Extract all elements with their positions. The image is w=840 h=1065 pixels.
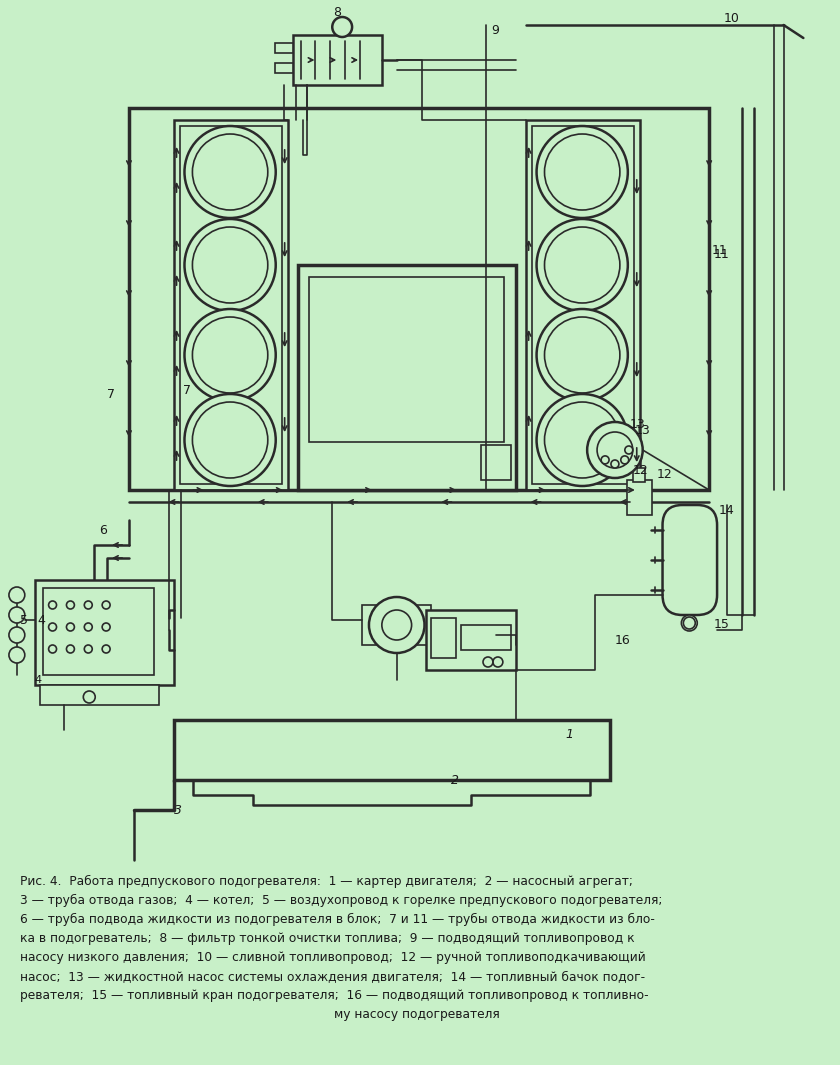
Text: 6: 6 bbox=[99, 524, 107, 537]
Circle shape bbox=[625, 446, 633, 454]
Bar bbox=[34, 580, 174, 685]
Text: 7: 7 bbox=[108, 389, 115, 402]
Circle shape bbox=[185, 309, 276, 402]
Circle shape bbox=[9, 607, 25, 623]
Text: 16: 16 bbox=[615, 634, 631, 646]
Text: 8: 8 bbox=[333, 6, 341, 19]
Text: 12: 12 bbox=[633, 463, 648, 476]
Text: 3 — труба отвода газов;  4 — котел;  5 — воздухопровод к горелке предпускового п: 3 — труба отвода газов; 4 — котел; 5 — в… bbox=[20, 894, 662, 907]
Bar bbox=[627, 480, 652, 515]
Circle shape bbox=[192, 317, 268, 393]
Text: 2: 2 bbox=[451, 773, 459, 786]
Text: 12: 12 bbox=[657, 469, 672, 481]
Text: 6 — труба подвода жидкости из подогревателя в блок;  7 и 11 — трубы отвода жидко: 6 — труба подвода жидкости из подогреват… bbox=[20, 913, 654, 927]
Circle shape bbox=[66, 645, 75, 653]
FancyBboxPatch shape bbox=[663, 505, 717, 615]
Bar bbox=[427, 610, 516, 670]
Circle shape bbox=[544, 402, 620, 478]
Circle shape bbox=[83, 691, 95, 703]
Text: Рис. 4.  Работа предпускового подогревателя:  1 — картер двигателя;  2 — насосны: Рис. 4. Работа предпускового подогревате… bbox=[20, 875, 633, 888]
Text: 14: 14 bbox=[719, 504, 735, 517]
Text: 9: 9 bbox=[491, 23, 499, 36]
Bar bbox=[43, 588, 154, 675]
Bar bbox=[362, 605, 432, 645]
Circle shape bbox=[66, 601, 75, 609]
Text: 13: 13 bbox=[630, 419, 646, 431]
Circle shape bbox=[537, 394, 627, 486]
Text: 4: 4 bbox=[38, 613, 45, 626]
Bar bbox=[526, 120, 640, 490]
Circle shape bbox=[102, 601, 110, 609]
Bar bbox=[532, 126, 633, 484]
Bar bbox=[481, 445, 511, 480]
Circle shape bbox=[9, 627, 25, 643]
Circle shape bbox=[601, 456, 609, 464]
Circle shape bbox=[84, 623, 92, 630]
Circle shape bbox=[544, 227, 620, 304]
Circle shape bbox=[382, 610, 412, 640]
Circle shape bbox=[369, 597, 424, 653]
Circle shape bbox=[9, 587, 25, 603]
Text: 11: 11 bbox=[712, 244, 728, 257]
Circle shape bbox=[185, 219, 276, 311]
Text: насосу низкого давления;  10 — сливной топливопровод;  12 — ручной топливоподкач: насосу низкого давления; 10 — сливной то… bbox=[20, 951, 646, 964]
Bar bbox=[39, 685, 159, 705]
Circle shape bbox=[537, 126, 627, 218]
Circle shape bbox=[9, 648, 25, 663]
Circle shape bbox=[49, 623, 56, 630]
Text: 11: 11 bbox=[714, 248, 730, 262]
Circle shape bbox=[49, 645, 56, 653]
Bar bbox=[180, 126, 281, 484]
Text: 4: 4 bbox=[34, 675, 42, 685]
Text: ка в подогреватель;  8 — фильтр тонкой очистки топлива;  9 — подводящий топливоп: ка в подогреватель; 8 — фильтр тонкой оч… bbox=[20, 932, 634, 945]
Bar bbox=[633, 468, 644, 482]
Bar bbox=[275, 43, 292, 53]
Text: 7: 7 bbox=[183, 383, 192, 396]
Circle shape bbox=[333, 17, 352, 37]
Circle shape bbox=[185, 126, 276, 218]
Bar bbox=[461, 625, 511, 650]
Circle shape bbox=[102, 645, 110, 653]
Circle shape bbox=[84, 645, 92, 653]
Bar bbox=[297, 265, 516, 490]
Circle shape bbox=[192, 402, 268, 478]
Text: 5: 5 bbox=[20, 613, 28, 626]
Text: 10: 10 bbox=[724, 12, 740, 24]
Text: 1: 1 bbox=[565, 728, 574, 741]
Bar bbox=[432, 618, 456, 658]
Bar bbox=[129, 108, 709, 490]
Circle shape bbox=[49, 601, 56, 609]
Circle shape bbox=[537, 219, 627, 311]
Circle shape bbox=[587, 422, 643, 478]
Text: 3: 3 bbox=[174, 803, 181, 817]
Circle shape bbox=[66, 623, 75, 630]
Circle shape bbox=[611, 460, 619, 468]
Text: 15: 15 bbox=[714, 619, 730, 632]
Text: му насосу подогревателя: му насосу подогревателя bbox=[333, 1007, 500, 1021]
Circle shape bbox=[185, 394, 276, 486]
Text: ревателя;  15 — топливный кран подогревателя;  16 — подводящий топливопровод к т: ревателя; 15 — топливный кран подогреват… bbox=[20, 989, 648, 1002]
Circle shape bbox=[192, 227, 268, 304]
Text: 13: 13 bbox=[635, 424, 650, 437]
Circle shape bbox=[537, 309, 627, 402]
Circle shape bbox=[544, 134, 620, 210]
Text: насос;  13 — жидкостной насос системы охлаждения двигателя;  14 — топливный бачо: насос; 13 — жидкостной насос системы охл… bbox=[20, 970, 645, 983]
Circle shape bbox=[681, 615, 697, 630]
Circle shape bbox=[597, 432, 633, 468]
Bar bbox=[174, 720, 610, 780]
Bar bbox=[275, 63, 292, 73]
Circle shape bbox=[84, 601, 92, 609]
Circle shape bbox=[102, 623, 110, 630]
Bar bbox=[292, 35, 382, 85]
Circle shape bbox=[621, 456, 628, 464]
Bar bbox=[309, 277, 504, 442]
Bar bbox=[174, 120, 287, 490]
Circle shape bbox=[544, 317, 620, 393]
Circle shape bbox=[192, 134, 268, 210]
